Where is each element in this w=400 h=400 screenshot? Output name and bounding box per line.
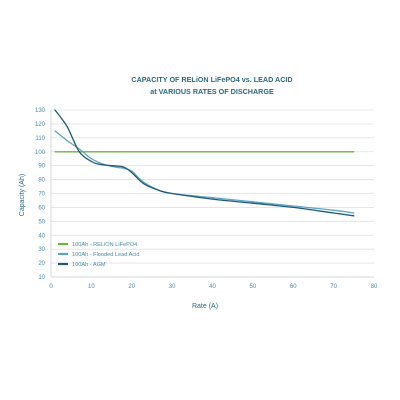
chart-title-line1: CAPACITY OF RELiON LiFePO4 vs. LEAD ACID: [131, 75, 292, 84]
series-line-2: [54, 130, 355, 214]
y-tick-label: 30: [38, 247, 45, 253]
legend: 100Ah - RELiON LiFePO4 100Ah - Flooded Le…: [58, 242, 140, 268]
x-tick-label: 80: [371, 284, 378, 290]
legend-label-1: 100Ah - RELiON LiFePO4: [72, 242, 137, 248]
y-tick-labels: 10 20 30 40 50 60 70 80 90 100 110 120 130: [35, 108, 46, 281]
x-tick-labels: 0 10 20 30 40 50 60 70 80: [49, 284, 378, 290]
y-tick-label: 50: [38, 219, 45, 225]
x-tick-label: 20: [128, 284, 135, 290]
x-tick-label: 0: [49, 284, 53, 290]
y-tick-label: 20: [38, 261, 45, 267]
axes: [50, 110, 374, 278]
legend-label-3: 100Ah - AGM: [72, 262, 106, 268]
y-axis-label: Capacity (Ah): [19, 174, 26, 216]
y-tick-label: 10: [38, 275, 45, 281]
y-tick-label: 80: [38, 178, 45, 184]
y-tick-label: 40: [38, 233, 45, 239]
legend-label-2: 100Ah - Flooded Lead Acid: [72, 252, 140, 258]
x-tick-label: 40: [209, 284, 216, 290]
y-tick-label: 60: [38, 205, 45, 211]
y-tick-label: 90: [38, 164, 45, 170]
x-tick-label: 70: [330, 284, 337, 290]
series-line-3: [54, 109, 355, 217]
y-tick-label: 110: [35, 136, 45, 142]
x-tick-label: 60: [290, 284, 297, 290]
y-tick-label: 70: [38, 192, 45, 198]
y-tick-label: 130: [35, 108, 46, 114]
chart-title-line2: at VARIOUS RATES OF DISCHARGE: [150, 87, 274, 96]
x-tick-label: 10: [88, 284, 95, 290]
y-tick-label: 120: [35, 122, 46, 128]
series-lines: [54, 109, 355, 217]
x-tick-label: 30: [169, 284, 176, 290]
x-tick-label: 50: [250, 284, 257, 290]
y-tick-label: 100: [35, 150, 46, 156]
x-axis-label: Rate (A): [192, 303, 218, 310]
